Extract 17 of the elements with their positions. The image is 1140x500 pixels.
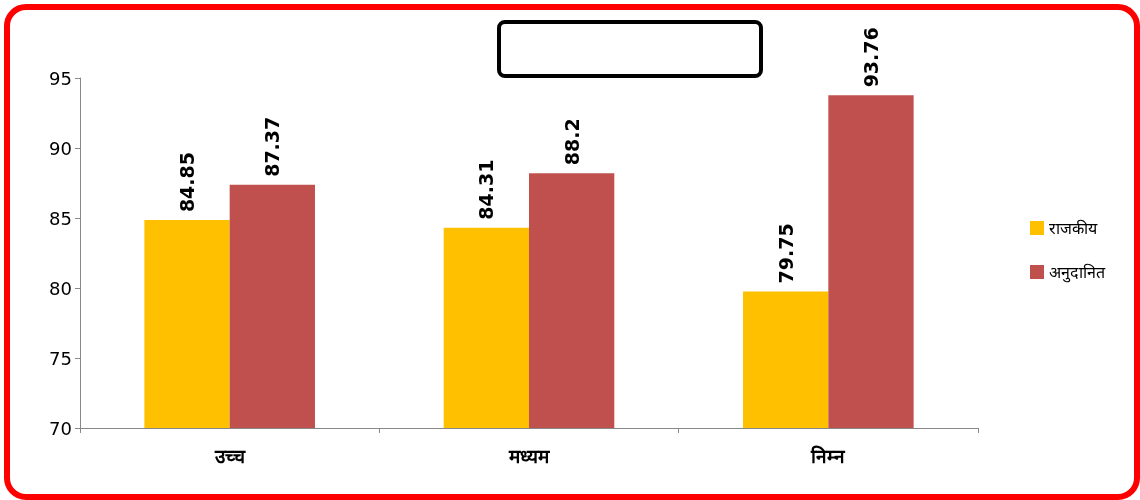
data-label: 84.31 xyxy=(475,159,498,220)
data-label: 84.85 xyxy=(176,151,199,213)
y-tick-label: 95 xyxy=(49,67,72,89)
data-label: 87.37 xyxy=(261,116,284,177)
x-tick-label: निम्न xyxy=(810,444,847,467)
y-tick-label: 85 xyxy=(49,207,72,229)
legend-label: अनुदानित xyxy=(1049,262,1106,283)
y-tick-label: 75 xyxy=(49,347,72,369)
x-tick-label: उच्च xyxy=(213,444,246,467)
y-tick-label: 90 xyxy=(49,137,72,159)
y-tick-label: 80 xyxy=(49,277,72,299)
y-tick-label: 70 xyxy=(49,417,72,439)
x-tick-label: मध्यम xyxy=(508,444,550,467)
data-label: 93.76 xyxy=(859,27,882,88)
legend-label: राजकीय xyxy=(1049,218,1098,238)
data-label: 88.2 xyxy=(560,118,583,166)
data-label: 79.75 xyxy=(774,223,797,284)
